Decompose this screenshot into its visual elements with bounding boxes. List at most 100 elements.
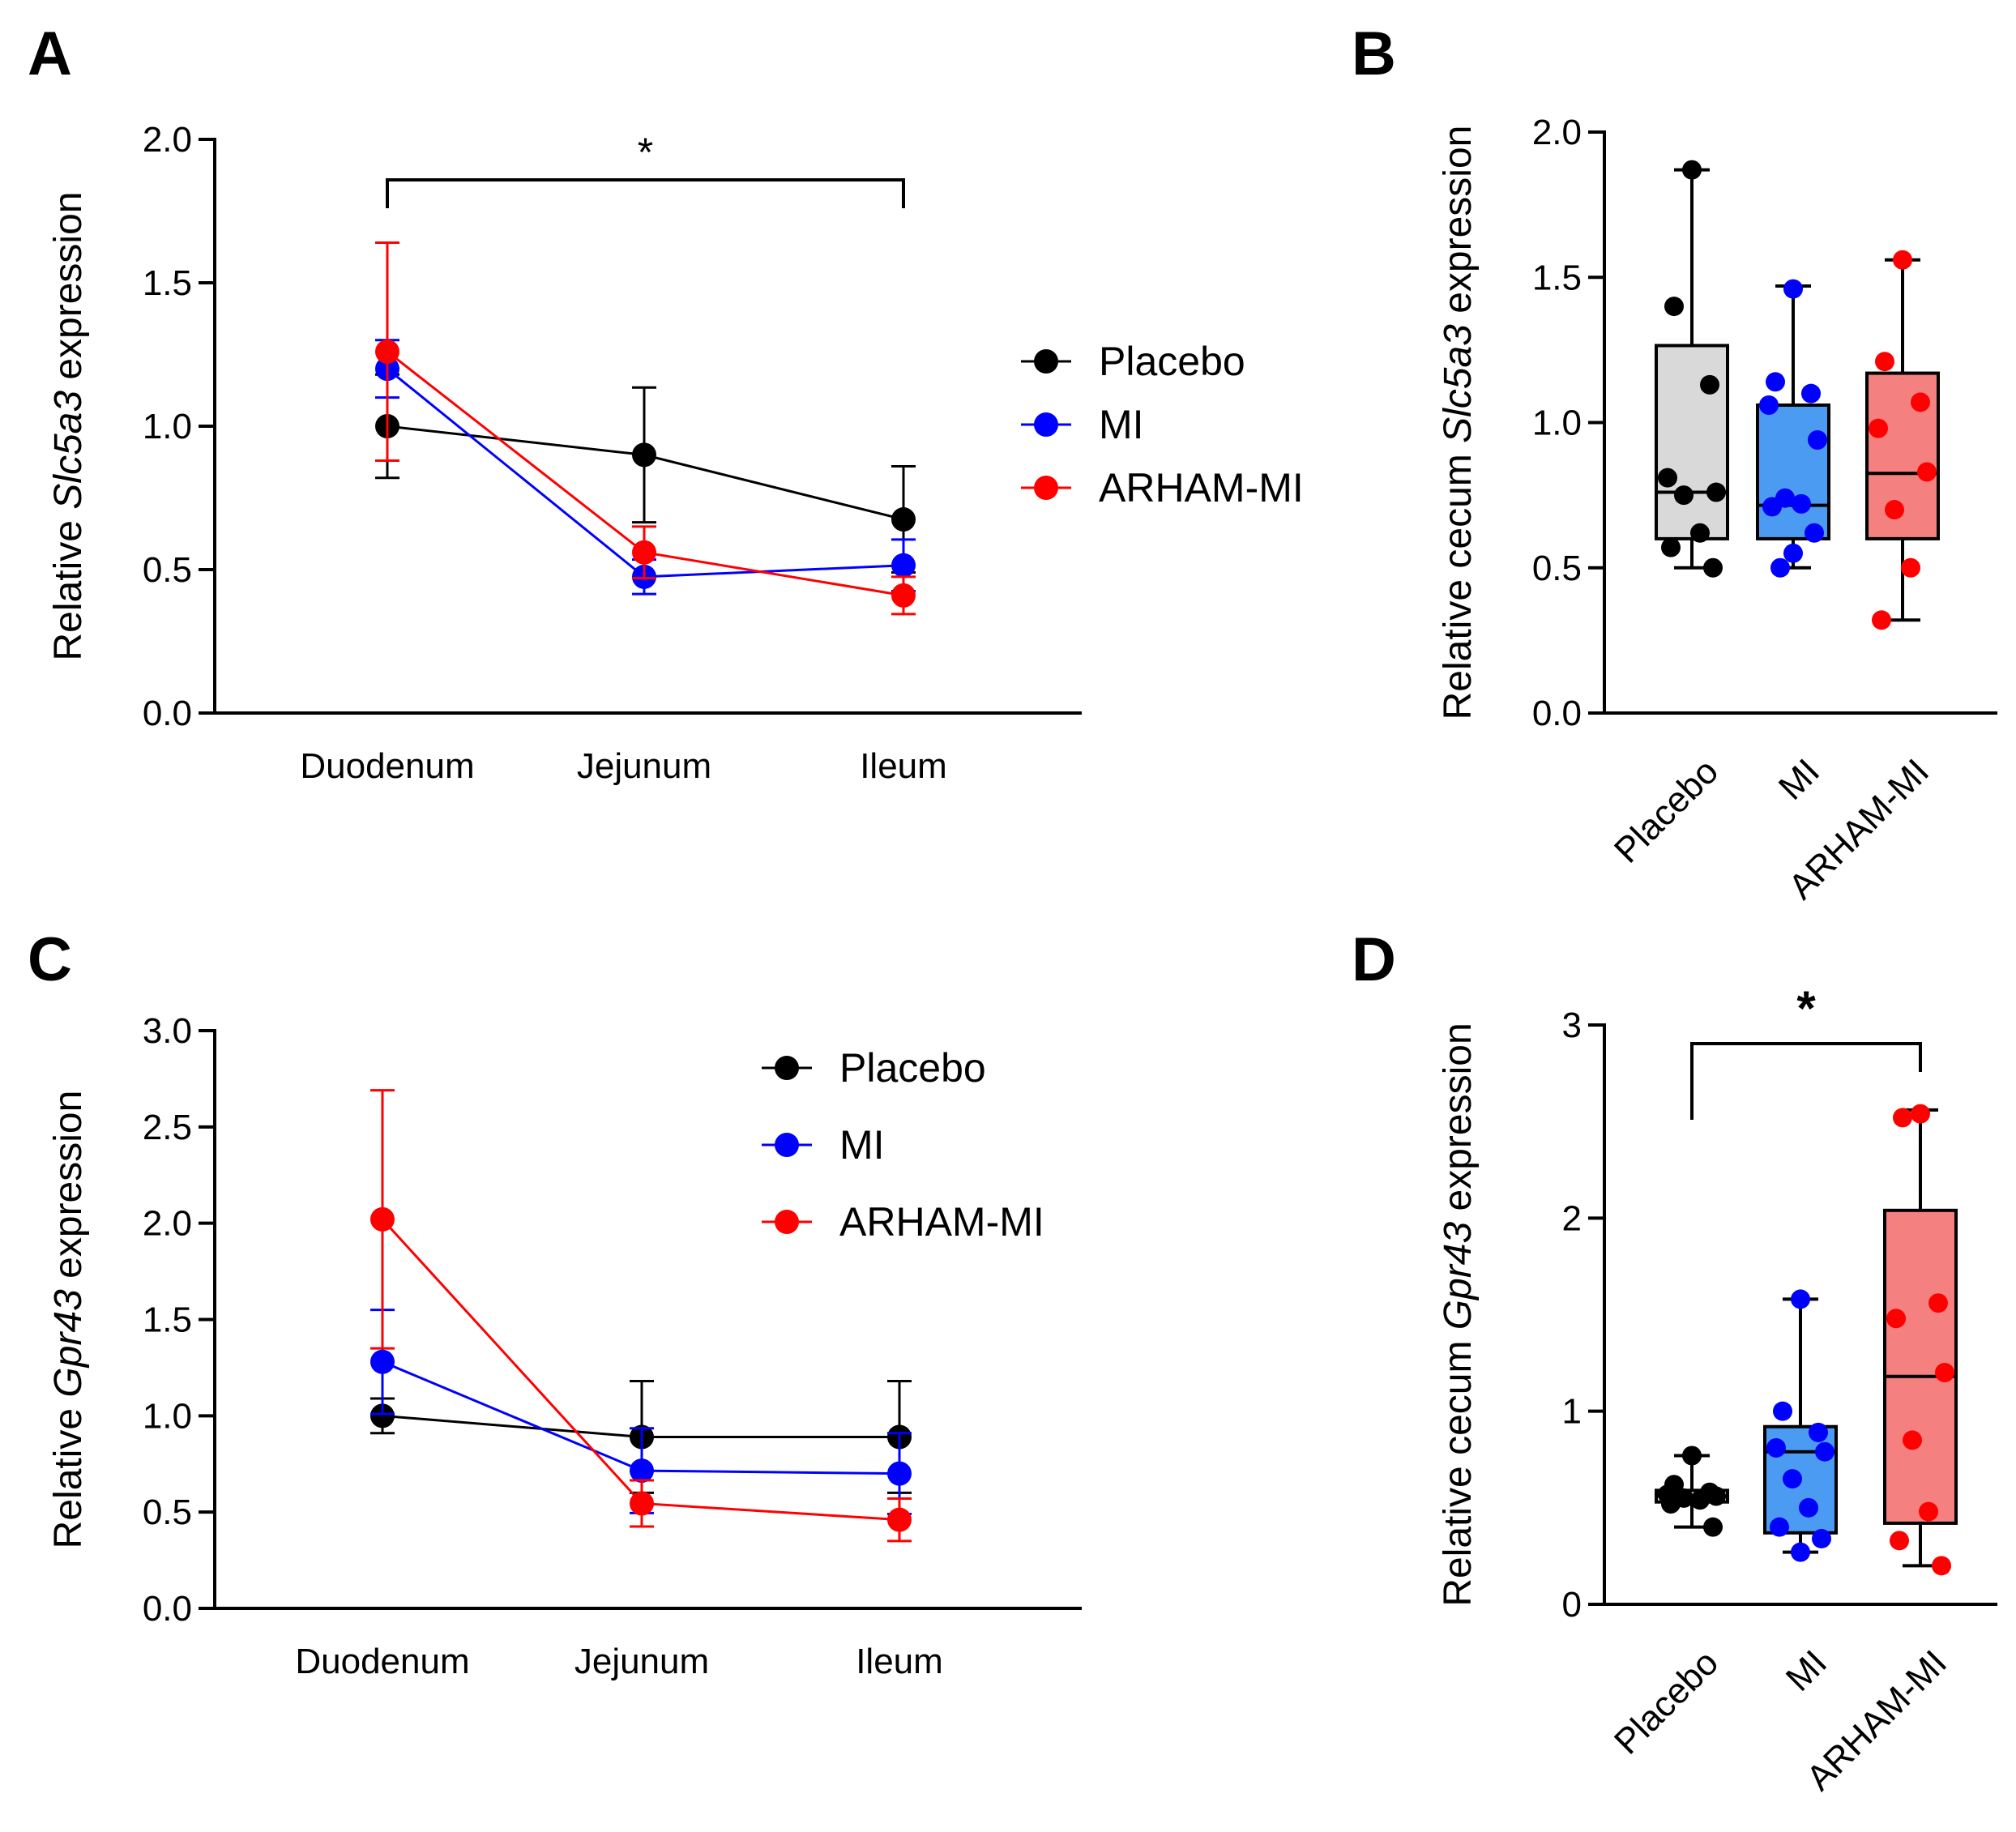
panel-b-data-point xyxy=(1801,383,1821,404)
panel-b-box-arham-mi xyxy=(1865,250,1940,630)
panel-b-data-point xyxy=(1805,523,1824,543)
panel-c-y-axis-title-prefix: Relative xyxy=(47,1398,90,1549)
panel-d-data-point xyxy=(1919,1501,1938,1522)
panel-a-data-point xyxy=(632,540,656,565)
panel-a-legend-marker xyxy=(1034,412,1058,437)
panel-d-y-axis-title: Relative cecum Gpr43 expression xyxy=(1437,1023,1480,1606)
panel-b-ytick-label: 2.0 xyxy=(1532,113,1582,152)
panel-b-box-iqr xyxy=(1655,344,1729,540)
panel-a-ytick-label: 1.5 xyxy=(143,263,192,303)
panel-b-data-point xyxy=(1869,418,1888,438)
panel-b-box-mi xyxy=(1756,279,1830,578)
panel-b-data-point xyxy=(1706,482,1726,502)
panel-a-legend-marker xyxy=(1034,349,1058,374)
panel-d-data-point xyxy=(1932,1556,1951,1576)
panel-c-ytick-label: 2.0 xyxy=(143,1204,192,1244)
panel-b-xtick-label: MI xyxy=(1771,751,1827,807)
panel-b-y-axis-title: Relative cecum Slc5a3 expression xyxy=(1437,126,1480,720)
panel-d-data-point xyxy=(1703,1517,1723,1537)
panel-b-data-point xyxy=(1766,372,1785,392)
panel-d-data-point xyxy=(1812,1528,1831,1548)
panel-a-ytick-label: 1.0 xyxy=(143,407,192,446)
panel-a-series-arham-mi xyxy=(375,241,916,616)
panel-c-legend-marker xyxy=(775,1056,799,1080)
panel-d-y-axis-title-suffix: expression xyxy=(1437,1023,1480,1221)
plots-layer: 0.0 0.5 1.0 1.5 2.0 Relative Slc5a3 expressio… xyxy=(47,113,1997,1798)
panel-d-data-point xyxy=(1893,1108,1912,1128)
panel-a-legend-label: Placebo xyxy=(1099,339,1245,384)
panel-b-data-point xyxy=(1762,497,1782,517)
panel-b-ytick-label: 0.0 xyxy=(1532,694,1582,733)
panel-b-y-axis-title-prefix: Relative cecum xyxy=(1437,443,1480,720)
panel-a-data-point xyxy=(632,442,656,468)
panel-d-data-point xyxy=(1783,1469,1802,1489)
panel-c-series-arham-mi xyxy=(370,1089,912,1543)
panel-a-xtick-label: Duodenum xyxy=(300,746,474,786)
panel-a-ytick-label: 0.5 xyxy=(143,550,192,590)
panel-d-ytick-label: 1 xyxy=(1562,1392,1582,1432)
panel-b-data-point xyxy=(1885,500,1904,520)
panel-a-ytick-label: 0.0 xyxy=(143,694,192,733)
panel-d-data-point xyxy=(1706,1486,1726,1506)
panel-b-ytick-label: 1.5 xyxy=(1532,258,1582,297)
panel-letter-d: D xyxy=(1352,925,1396,994)
panel-a-series-placebo xyxy=(375,373,916,574)
panel-b-data-point xyxy=(1901,557,1920,578)
panel-d-box-arham-mi xyxy=(1883,1104,1958,1576)
panel-b-box-placebo xyxy=(1655,160,1729,578)
panel-c-ytick-label: 1.5 xyxy=(143,1300,192,1340)
panel-b-data-point xyxy=(1893,250,1912,270)
panel-b-data-point xyxy=(1872,610,1891,630)
panel-c-xtick-label: Ileum xyxy=(856,1642,943,1681)
panel-a-y-axis-title-prefix: Relative xyxy=(47,510,90,661)
panel-b-data-point xyxy=(1808,430,1827,451)
panel-c-data-point xyxy=(370,1206,395,1232)
panel-c-legend-label: Placebo xyxy=(839,1045,986,1091)
panel-c-data-point xyxy=(370,1349,395,1374)
panel-d-data-point xyxy=(1791,1542,1810,1562)
panel-b-data-point xyxy=(1759,395,1779,415)
panel-c-data-point xyxy=(370,1403,395,1428)
panel-c-xtick-label: Jejunum xyxy=(574,1642,709,1681)
panel-b-ytick-label: 1.0 xyxy=(1532,404,1582,443)
panel-d-significance-bracket xyxy=(1690,1042,1922,1120)
panel-d-significance-star: * xyxy=(1796,981,1816,1036)
panel-d-data-point xyxy=(1911,1104,1930,1124)
panel-b-data-point xyxy=(1911,392,1930,412)
panel-d-data-point xyxy=(1799,1497,1818,1518)
panel-c-legend-label: ARHAM-MI xyxy=(839,1199,1044,1245)
panel-c-legend-label: MI xyxy=(839,1122,885,1168)
panel-d-data-point xyxy=(1682,1446,1702,1466)
panel-c-ytick-label: 1.0 xyxy=(143,1396,192,1436)
panel-b-data-point xyxy=(1917,462,1937,482)
panel-a-significance-star: * xyxy=(638,130,653,175)
panel-b-data-point xyxy=(1875,352,1894,372)
panel-a-y-axis-title: Relative Slc5a3 expression xyxy=(47,192,90,661)
panel-d-data-point xyxy=(1770,1517,1789,1537)
panel-b-data-point xyxy=(1783,543,1803,563)
panel-letter-c: C xyxy=(28,925,72,994)
panel-a-y-axis-title-gene: Slc5a3 xyxy=(47,391,90,510)
panel-d-data-point xyxy=(1815,1441,1834,1462)
panel-c-legend-marker xyxy=(775,1210,799,1234)
panel-c-data-point xyxy=(887,1507,912,1532)
panel-c-y-axis-title: Relative Gpr43 expression xyxy=(47,1091,90,1549)
panel-d-data-point xyxy=(1886,1309,1906,1329)
panel-b-data-point xyxy=(1661,537,1681,557)
panel-a-significance-bracket xyxy=(386,178,905,208)
panel-a-xtick-label: Ileum xyxy=(860,746,947,786)
panel-c-ytick-label: 0.0 xyxy=(143,1589,192,1629)
panel-d-y-axis-title-prefix: Relative cecum xyxy=(1437,1330,1480,1606)
panel-a-data-point xyxy=(891,583,916,608)
panel-b-data-point xyxy=(1770,557,1790,578)
panel-b-data-point xyxy=(1700,374,1719,395)
panel-a-legend-label: MI xyxy=(1099,402,1144,447)
panel-c-xtick-label: Duodenum xyxy=(295,1642,469,1681)
panel-letter-b: B xyxy=(1352,19,1396,88)
panel-d-box-placebo xyxy=(1655,1446,1729,1537)
panel-b-data-point xyxy=(1658,468,1677,488)
panel-a-legend-label: ARHAM-MI xyxy=(1099,465,1304,510)
panel-b-data-point xyxy=(1690,523,1710,543)
panel-a-ytick-label: 2.0 xyxy=(143,120,192,160)
panel-letter-a: A xyxy=(28,19,72,88)
